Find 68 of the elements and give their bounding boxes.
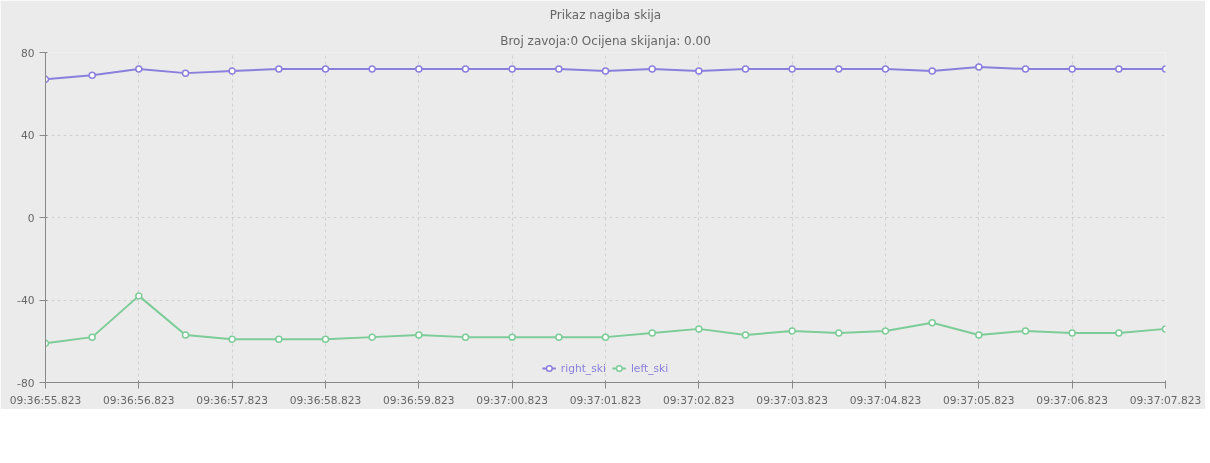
- point: [835, 329, 843, 337]
- x-tick-label: 09:36:55.823: [9, 393, 82, 407]
- point: [555, 333, 563, 341]
- point: [368, 333, 376, 341]
- point: [508, 333, 516, 341]
- point: [975, 63, 983, 71]
- point: [1068, 65, 1076, 73]
- point: [881, 65, 890, 73]
- point: [228, 67, 236, 75]
- legend-label: left_ski: [630, 361, 669, 375]
- point: [508, 65, 516, 73]
- y-tick-label: 0: [27, 211, 35, 225]
- point: [555, 65, 563, 73]
- point: [181, 69, 190, 77]
- point: [321, 65, 330, 73]
- y-tick-label: 80: [20, 46, 35, 60]
- point: [1115, 65, 1123, 73]
- point: [835, 65, 843, 73]
- point: [601, 67, 610, 75]
- point: [788, 327, 796, 335]
- point: [695, 67, 703, 75]
- point: [1021, 65, 1030, 73]
- x-tick-label: 09:36:57.823: [196, 393, 268, 407]
- y-tick-label: -40: [17, 294, 35, 307]
- point: [135, 65, 143, 73]
- point: [928, 67, 936, 75]
- x-tick-label: 09:37:07.823: [1129, 393, 1202, 407]
- x-tick-label: 09:37:05.823: [943, 393, 1015, 407]
- point: [788, 65, 796, 73]
- point: [461, 65, 470, 73]
- point: [695, 325, 703, 333]
- point: [975, 331, 983, 339]
- x-tick-label: 09:37:00.823: [476, 393, 548, 407]
- y-tick-label: 40: [20, 129, 35, 142]
- x-tick-label: 09:37:03.823: [756, 393, 828, 407]
- point: [415, 331, 423, 339]
- point: [1021, 327, 1030, 335]
- legend-label: right_ski: [560, 361, 606, 375]
- chart-title: Prikaz nagiba skija: [549, 7, 662, 22]
- point: [228, 335, 236, 343]
- x-tick-label: 09:37:04.823: [849, 393, 922, 407]
- point: [881, 327, 890, 335]
- x-tick-label: 09:36:59.823: [383, 393, 455, 407]
- point: [601, 333, 610, 341]
- point: [88, 71, 96, 79]
- point: [741, 65, 750, 73]
- point: [275, 335, 283, 343]
- point: [321, 335, 330, 343]
- point: [135, 292, 143, 300]
- point: [1115, 329, 1123, 337]
- point: [88, 333, 96, 341]
- x-tick-label: 09:36:56.823: [103, 393, 175, 407]
- point: [415, 65, 423, 73]
- point: [461, 333, 470, 341]
- point: [928, 318, 936, 327]
- chart-subtitle: Broj zavoja:0 Ocijena skijanja: 0.00: [500, 33, 711, 48]
- x-tick-label: 09:37:06.823: [1036, 393, 1108, 407]
- point: [1068, 329, 1076, 337]
- x-tick-label: 09:37:01.823: [569, 393, 642, 407]
- x-tick-label: 09:36:58.823: [289, 393, 362, 407]
- point: [368, 65, 376, 73]
- point: [648, 65, 656, 73]
- point: [648, 329, 656, 337]
- point: [181, 331, 190, 339]
- y-tick-label: -80: [17, 376, 35, 390]
- point: [741, 331, 750, 339]
- point: [275, 65, 283, 73]
- x-tick-label: 09:37:02.823: [663, 393, 735, 407]
